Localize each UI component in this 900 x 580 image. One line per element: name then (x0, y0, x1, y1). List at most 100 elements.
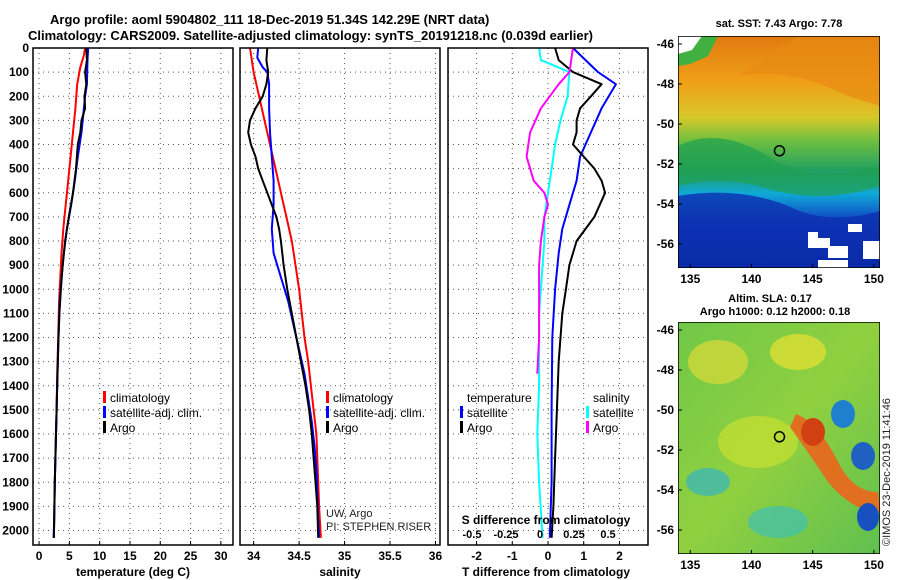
s-diff-tick-label: -0.25 (493, 529, 518, 541)
x-tick-label: -2 (471, 549, 482, 563)
y-tick-label: 600 (9, 186, 29, 200)
series-line-s-satellite (536, 47, 571, 538)
temperature-axes-frame (32, 47, 234, 546)
legend-title-temperature: temperature (467, 391, 532, 405)
sst-front-band (678, 138, 880, 196)
map-x-tick-label: 135 (680, 272, 700, 286)
s-diff-tick-label: 0.5 (600, 529, 615, 541)
y-tick-label: 1400 (2, 379, 29, 393)
y-tick-label: 0 (22, 41, 29, 55)
legend-swatch-climatology (103, 391, 106, 403)
sla-map-panel: Altim. SLA: 0.17 Argo h1000: 0.12 h2000:… (657, 293, 893, 572)
land-mask-north (678, 36, 702, 54)
legend-swatch-argo (326, 421, 329, 433)
difference-legend: temperature satellite Argo salinity sate… (460, 391, 634, 435)
sla-peak (801, 418, 825, 446)
x-tick-label: 15 (123, 549, 137, 563)
y-tick-label: 1200 (2, 331, 29, 345)
series-line-s-argo (525, 47, 574, 374)
y-tick-label: 700 (9, 210, 29, 224)
x-tick-label: -1 (507, 549, 518, 563)
legend-label-s-argo: Argo (593, 421, 619, 435)
x-tick-label: 20 (154, 549, 168, 563)
series-line-argo (247, 47, 320, 538)
legend-swatch-satellite (326, 406, 329, 418)
map-y-tick-label: -46 (657, 323, 675, 337)
y-tick-label: 300 (9, 113, 29, 127)
legend-label-satellite: satellite-adj. clim. (110, 406, 202, 420)
legend-title-salinity: salinity (593, 391, 630, 405)
difference-panel: -2 -1 0 1 2 -0.5 -0.25 0 0.25 0.5 S difference f… (447, 47, 649, 579)
sst-map-title: sat. SST: 7.43 Argo: 7.78 (716, 18, 843, 30)
x-tick-label: 30 (214, 549, 228, 563)
x-tick-label: 36 (429, 549, 443, 563)
figure-title-line2: Climatology: CARS2009. Satellite-adjuste… (28, 28, 593, 43)
x-tick-label: 1 (580, 549, 587, 563)
legend-swatch-s-satellite (586, 406, 589, 418)
legend-label-s-satellite: satellite (593, 406, 634, 420)
y-tick-label: 500 (9, 162, 29, 176)
sla-map-title-line2: Argo h1000: 0.12 h2000: 0.18 (700, 306, 850, 318)
argo-profile-marker (773, 431, 786, 443)
legend-swatch-satellite (103, 406, 106, 418)
sst-map-image (678, 36, 880, 268)
salinity-legend: climatology satellite-adj. clim. Argo (326, 391, 425, 435)
map-x-tick-label: 140 (741, 558, 761, 572)
difference-axes-frame (447, 47, 649, 546)
pi-annotation-line1: UW, Argo (326, 508, 372, 520)
sla-map-title-line1: Altim. SLA: 0.17 (728, 293, 812, 305)
x-tick-label: 34.5 (287, 549, 311, 563)
map-y-tick-label: -50 (657, 117, 675, 131)
map-y-tick-label: -48 (657, 77, 675, 91)
land-mask-south (808, 224, 880, 268)
salinity-xlabel: salinity (319, 565, 361, 579)
imos-stamp: ©IMOS 23-Dec-2019 11:41:46 (881, 398, 893, 546)
series-line-climatology (249, 47, 322, 538)
legend-label-t-argo: Argo (467, 421, 493, 435)
series-line-t-argo (550, 47, 607, 538)
y-tick-label: 200 (9, 89, 29, 103)
legend-label-argo: Argo (333, 421, 359, 435)
y-tick-label: 100 (9, 65, 29, 79)
y-tick-label: 900 (9, 258, 29, 272)
y-tick-label: 1100 (3, 306, 29, 320)
temperature-xlabel: temperature (deg C) (76, 565, 190, 579)
y-tick-label: 1500 (2, 403, 29, 417)
map-y-tick-label: -50 (657, 403, 675, 417)
legend-swatch-t-satellite (460, 406, 463, 418)
x-tick-label: 25 (184, 549, 198, 563)
map-x-tick-label: 150 (864, 272, 884, 286)
sst-warm-tongue (738, 36, 880, 106)
salinity-axes-frame (239, 47, 441, 546)
map-y-tick-label: -54 (657, 197, 675, 211)
map-y-tick-label: -54 (657, 483, 675, 497)
map-y-tick-label: -56 (657, 523, 675, 537)
y-tick-label: 400 (9, 138, 29, 152)
t-difference-xlabel: T difference from climatology (462, 565, 630, 579)
sla-high-anomaly (688, 340, 748, 384)
temperature-panel: 0100200300400500600700800900100011001200… (2, 41, 234, 579)
s-diff-tick-label: -0.5 (463, 529, 482, 541)
series-line-satellite-adj-clim- (256, 47, 321, 538)
sst-map-panel: sat. SST: 7.43 Argo: 7.78 135 140 145 150 -4… (657, 18, 885, 286)
x-tick-label: 35 (338, 549, 352, 563)
s-diff-tick-label: 0.25 (563, 529, 584, 541)
map-y-tick-label: -52 (657, 443, 675, 457)
salinity-panel: 34 34.5 35 35.5 36 salinity climatology sate… (239, 47, 443, 579)
legend-label-argo: Argo (110, 421, 136, 435)
map-x-tick-label: 150 (864, 558, 884, 572)
series-line-argo (52, 47, 88, 538)
sla-low-anomaly (831, 400, 855, 428)
temperature-legend: climatology satellite-adj. clim. Argo (103, 391, 202, 435)
map-x-tick-label: 145 (803, 272, 823, 286)
legend-label-climatology: climatology (110, 391, 170, 405)
x-tick-label: 5 (66, 549, 73, 563)
x-tick-label: 35.5 (378, 549, 402, 563)
y-tick-label: 1600 (2, 427, 29, 441)
legend-label-satellite: satellite-adj. clim. (333, 406, 425, 420)
argo-profile-marker (773, 145, 786, 157)
map-x-tick-label: 140 (741, 272, 761, 286)
legend-label-climatology: climatology (333, 391, 393, 405)
map-x-tick-label: 135 (680, 558, 700, 572)
